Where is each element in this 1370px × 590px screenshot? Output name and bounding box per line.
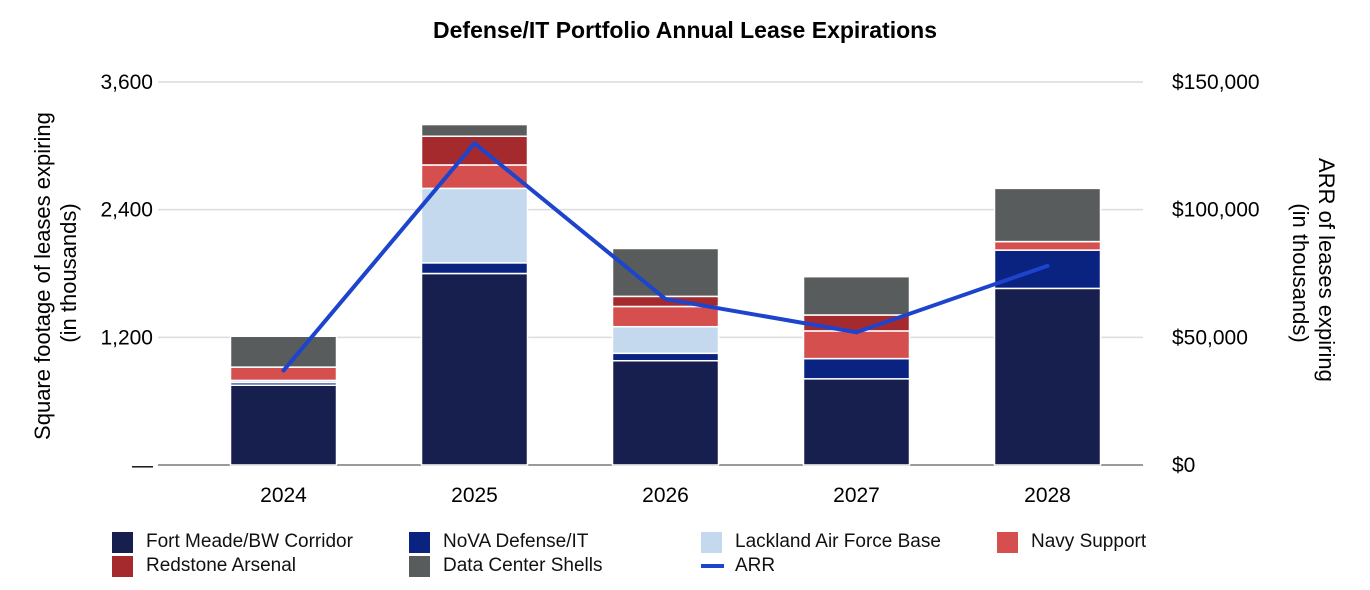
arr-point-2026	[663, 297, 668, 302]
legend-item-nova: NoVA Defense/IT	[409, 531, 588, 553]
legend-label-lackland: Lackland Air Force Base	[735, 531, 941, 552]
arr-point-2028	[1045, 263, 1050, 268]
x-tick-label-2025: 2025	[451, 484, 498, 507]
bar-lackland-air-force-base-2026	[611, 325, 720, 355]
legend-swatch-navy	[997, 531, 1018, 553]
legend-label-nova: NoVA Defense/IT	[443, 531, 589, 552]
x-tick-label-2024: 2024	[260, 484, 307, 507]
legend-item-data-center: Data Center Shells	[409, 555, 602, 577]
y-tick-label-0: —	[132, 454, 153, 477]
arr-line-layer	[281, 141, 1050, 373]
arr-point-2027	[854, 330, 859, 335]
stacked-bars	[229, 123, 1102, 466]
y2-axis-title-line2: (in thousands)	[1288, 203, 1313, 342]
legend-swatch-arr	[701, 564, 724, 568]
y2-axis-title: ARR of leases expiring (in thousands)	[1288, 158, 1339, 388]
bar-data-center-shells-2025	[420, 123, 529, 138]
legend-item-arr: ARR	[701, 555, 775, 577]
bar-data-center-shells-2026	[611, 247, 720, 298]
x-tick-label-2026: 2026	[642, 484, 689, 507]
bar-data-center-shells-2027	[802, 275, 911, 316]
legend-swatch-redstone	[112, 555, 133, 577]
legend-swatch-lackland	[701, 531, 722, 553]
legend-item-redstone: Redstone Arsenal	[112, 555, 296, 577]
arr-point-2024	[281, 368, 286, 373]
legend-swatch-data-center	[409, 555, 430, 577]
legend-swatch-nova	[409, 531, 430, 553]
bar-fort-meade-bw-corridor-2028	[993, 287, 1102, 466]
bar-lackland-air-force-base-2025	[420, 187, 529, 264]
bar-nova-defense-it-2028	[993, 249, 1102, 290]
axis-ticks: — 1,200 2,400 3,600 $0 $50,000 $100,000 $150,00…	[100, 71, 1259, 507]
bar-data-center-shells-2028	[993, 187, 1102, 243]
y-tick-label-3600: 3,600	[100, 71, 153, 94]
y2-tick-label-100000: $100,000	[1172, 199, 1260, 222]
legend-label-navy: Navy Support	[1031, 531, 1147, 552]
y-tick-label-1200: 1,200	[100, 326, 153, 349]
x-tick-label-2027: 2027	[833, 484, 880, 507]
y2-tick-label-0: $0	[1172, 454, 1195, 477]
legend-label-data-center: Data Center Shells	[443, 555, 603, 576]
bar-fort-meade-bw-corridor-2026	[611, 359, 720, 466]
chart-title: Defense/IT Portfolio Annual Lease Expira…	[433, 17, 937, 43]
y2-tick-label-150000: $150,000	[1172, 71, 1260, 94]
bar-fort-meade-bw-corridor-2024	[229, 384, 338, 466]
bar-navy-support-2026	[611, 305, 720, 328]
bar-fort-meade-bw-corridor-2027	[802, 378, 911, 466]
bar-nova-defense-it-2025	[420, 262, 529, 275]
bar-navy-support-2028	[993, 240, 1102, 251]
bar-navy-support-2027	[802, 330, 911, 360]
legend-label-fort-meade: Fort Meade/BW Corridor	[146, 531, 353, 552]
bar-fort-meade-bw-corridor-2025	[420, 272, 529, 466]
y-axis-title-line2: (in thousands)	[56, 203, 81, 342]
bar-nova-defense-it-2027	[802, 357, 911, 380]
arr-point-2025	[472, 141, 477, 146]
y-axis-title-line1: Square footage of leases expiring	[30, 112, 55, 440]
y2-axis-title-line1: ARR of leases expiring	[1314, 158, 1339, 382]
legend-item-fort-meade: Fort Meade/BW Corridor	[112, 531, 353, 553]
legend-item-navy: Navy Support	[997, 531, 1146, 553]
y-tick-label-2400: 2,400	[100, 199, 153, 222]
legend-label-arr: ARR	[735, 555, 776, 576]
legend-label-redstone: Redstone Arsenal	[146, 555, 296, 576]
y-axis-title: Square footage of leases expiring (in th…	[30, 106, 81, 440]
bar-data-center-shells-2024	[229, 335, 338, 368]
bar-redstone-arsenal-2025	[420, 135, 529, 166]
legend-swatch-fort-meade	[112, 531, 133, 553]
y2-tick-label-50000: $50,000	[1172, 326, 1248, 349]
legend-item-lackland: Lackland Air Force Base	[701, 531, 941, 553]
x-tick-label-2028: 2028	[1024, 484, 1071, 507]
bar-nova-defense-it-2026	[611, 352, 720, 362]
